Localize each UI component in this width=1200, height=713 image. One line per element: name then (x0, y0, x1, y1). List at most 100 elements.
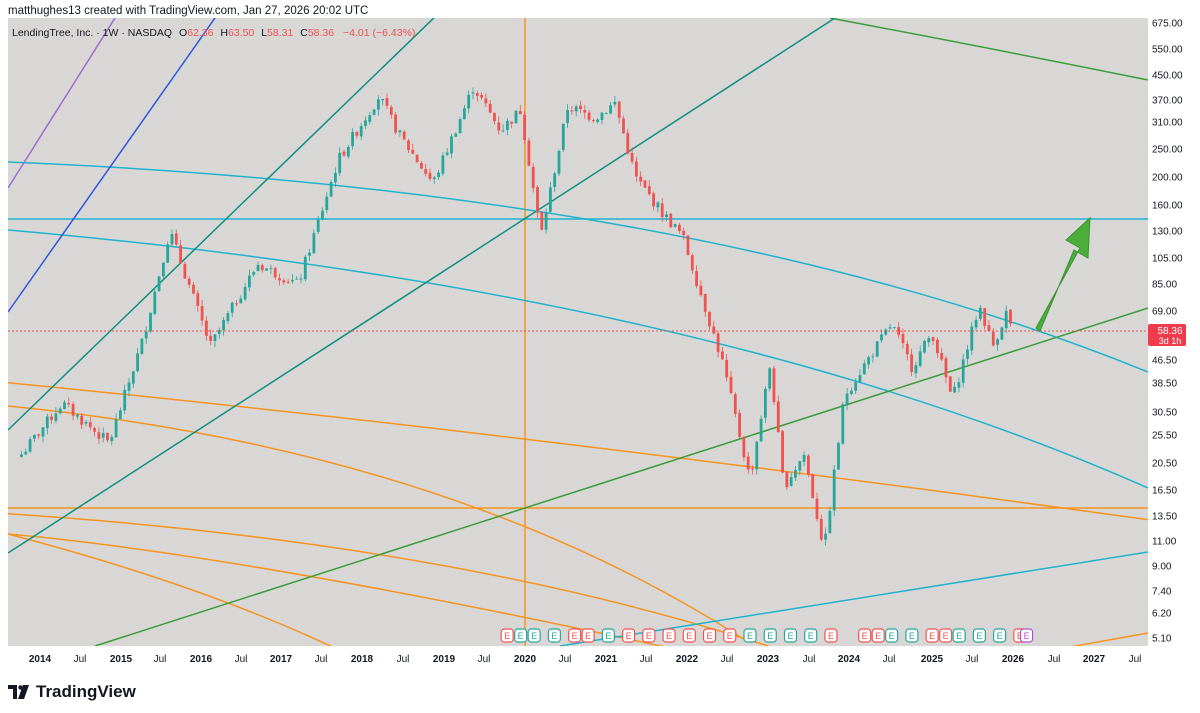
candle-body (837, 442, 840, 470)
candle-body (983, 308, 987, 327)
candle-body (454, 133, 458, 137)
candle-body (871, 356, 875, 358)
candle-body (905, 343, 909, 355)
cyan-arc-2 (8, 229, 1148, 489)
earnings-flag-label: E (666, 631, 672, 641)
legend-high-value: 63.50 (228, 27, 254, 39)
x-tick-label: Jul (235, 654, 248, 665)
earnings-flag (885, 628, 899, 643)
earnings-flag-label: E (626, 631, 632, 641)
candle-body (553, 173, 557, 187)
earnings-flag (601, 628, 615, 643)
candle-body (630, 153, 634, 162)
candle-body (518, 111, 522, 115)
candle-body (531, 166, 535, 189)
candle-body (45, 416, 49, 429)
candle-body (402, 131, 406, 140)
candle-body (794, 469, 797, 478)
orange-arc-1 (8, 381, 1148, 521)
x-tick-label: Jul (1129, 654, 1142, 665)
candle-body (609, 105, 612, 114)
last-price-tag (1148, 324, 1186, 346)
candle-body (716, 333, 720, 353)
candle-body (514, 110, 518, 124)
candle-body (170, 234, 174, 245)
earnings-flag-label: E (828, 631, 834, 641)
candle-body (604, 113, 608, 114)
x-tick-label: Jul (721, 654, 734, 665)
y-tick-label: 370.00 (1152, 96, 1183, 107)
candle-body (690, 255, 694, 271)
candle-body (703, 294, 707, 312)
candle-body (841, 404, 845, 444)
candle-body (101, 432, 105, 438)
time-axis[interactable]: 2014 Jul 2015 Jul 2016 Jul 2017 Jul 2018 Jul 2019 J… (29, 654, 1142, 665)
candle-body (944, 358, 948, 378)
x-tick-label: Jul (803, 654, 816, 665)
earnings-flag-label: E (707, 631, 713, 641)
candle-body (200, 305, 204, 321)
legend-change: −4.01 (−6.43%) (343, 27, 415, 39)
legend-close-value: 58.36 (308, 27, 334, 39)
y-tick-label: 105.00 (1152, 254, 1183, 265)
candle-body (299, 278, 303, 280)
candle-body (411, 149, 415, 154)
earnings-flag (514, 628, 528, 643)
price-axis[interactable]: 675.00 550.00 450.00 370.00 310.00 250.00 200.… (1152, 19, 1183, 645)
candle-body (329, 182, 333, 197)
candle-body (772, 368, 776, 402)
candle-body (669, 213, 673, 228)
last-price-tag-countdown: 3d 1h (1159, 336, 1182, 346)
candle-body (445, 152, 449, 155)
legend-close-label: C (300, 27, 308, 39)
candle-body (501, 130, 505, 132)
candle-body (480, 95, 483, 98)
earnings-flag-label: E (531, 631, 537, 641)
teal-fan-line-1 (8, 18, 435, 431)
candle-body (725, 359, 729, 378)
candle-body (385, 98, 389, 106)
earnings-flag-label: E (909, 631, 915, 641)
candle-body (394, 114, 397, 133)
candle-body (144, 331, 148, 339)
candle-body (235, 303, 238, 305)
y-tick-label: 85.00 (1152, 280, 1177, 291)
x-tick-label: Jul (559, 654, 572, 665)
candle-body (828, 510, 832, 534)
candle-body (953, 386, 956, 393)
candle-body (781, 431, 784, 473)
candle-body (811, 474, 815, 499)
candle-body (923, 340, 926, 353)
candle-body (342, 151, 346, 156)
candle-body (682, 230, 686, 236)
candle-body (381, 98, 385, 101)
candle-body (269, 267, 273, 269)
candle-body (1009, 309, 1012, 324)
earnings-flag-label: E (976, 631, 982, 641)
candle-body (149, 312, 152, 332)
candle-body (131, 371, 135, 384)
candle-body (626, 132, 630, 154)
legend-symbol: LendingTree, Inc. · 1W · NASDAQ (12, 27, 172, 39)
candle-body (527, 140, 531, 166)
x-tick-label: Jul (478, 654, 491, 665)
candle-body (819, 518, 823, 540)
candle-body (901, 334, 905, 344)
candle-body (290, 280, 294, 282)
y-tick-label: 7.40 (1152, 587, 1172, 598)
earnings-flag (702, 628, 717, 643)
candle-body (798, 461, 802, 471)
candle-body (729, 376, 733, 394)
candle-body (140, 338, 144, 355)
candle-body (118, 410, 122, 420)
earnings-flag (682, 628, 696, 643)
candle-body (226, 313, 230, 322)
candle-body (247, 275, 251, 288)
candle-body (54, 413, 58, 421)
candle-body (364, 120, 367, 126)
candle-body (673, 223, 677, 227)
x-tick-label: 2024 (838, 654, 861, 665)
y-tick-label: 25.50 (1152, 431, 1177, 442)
x-tick-label: Jul (1048, 654, 1061, 665)
